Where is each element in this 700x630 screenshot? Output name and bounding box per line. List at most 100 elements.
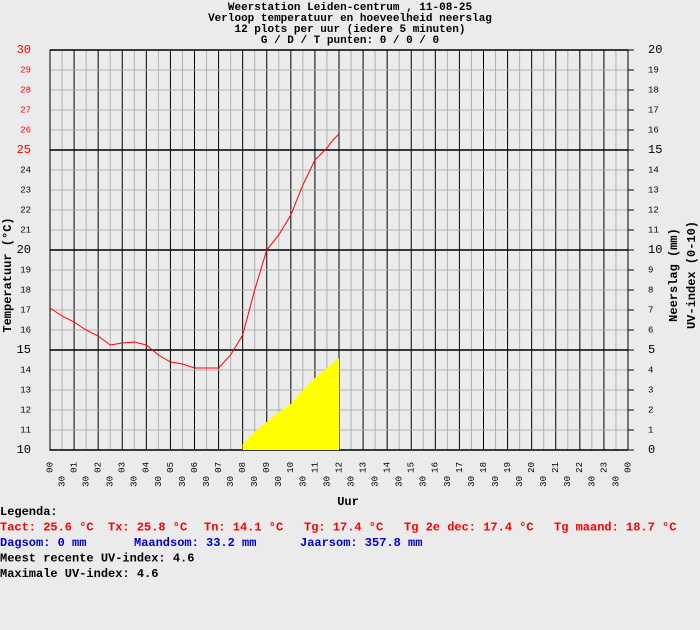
y2-tick-label: 2 (648, 405, 653, 415)
x-tick-label: 30 (515, 476, 525, 487)
legend-text: Legenda: (0, 505, 58, 519)
x-tick-label: 19 (503, 462, 513, 473)
x-tick-label: 14 (383, 462, 393, 473)
y2-tick-label: 14 (648, 165, 659, 175)
x-tick-label: 03 (118, 462, 128, 473)
legend-text: Dagsom: 0 mm (0, 536, 86, 550)
y-tick-label: 18 (20, 285, 31, 295)
x-tick-label: 30 (611, 476, 621, 487)
y2-tick-label: 6 (648, 325, 653, 335)
x-tick-label: 02 (94, 462, 104, 473)
x-tick-label: 01 (69, 462, 79, 473)
y-axis-label: Temperatuur (°C) (1, 217, 15, 332)
x-tick-label: 13 (358, 462, 368, 473)
y-tick-label: 12 (20, 405, 31, 415)
y2-tick-label: 7 (648, 305, 653, 315)
y-tick-label: 14 (20, 365, 31, 375)
x-tick-label: 30 (82, 476, 92, 487)
x-tick-label: 30 (539, 476, 549, 487)
y2-tick-label: 17 (648, 105, 659, 115)
y-tick-label: 21 (20, 225, 31, 235)
legend-text: Tx: 25.8 °C (108, 521, 187, 535)
legend-text: Tn: 14.1 °C (204, 521, 283, 535)
y2-tick-label: 11 (648, 225, 659, 235)
y2-axis-label: UV-index (0-10) (685, 221, 699, 329)
uv-area (242, 358, 339, 450)
x-tick-label: 30 (274, 476, 284, 487)
x-tick-label: 30 (371, 476, 381, 487)
legend-text: Tg maand: 18.7 °C (554, 521, 676, 535)
y2-axis-label: Neerslag (mm) (667, 228, 681, 322)
x-tick-label: 30 (178, 476, 188, 487)
y2-tick-label: 16 (648, 125, 659, 135)
x-tick-label: 30 (106, 476, 116, 487)
y2-tick-label: 15 (648, 143, 662, 157)
y2-tick-label: 19 (648, 65, 659, 75)
y-tick-label: 30 (17, 43, 31, 57)
x-tick-label: 09 (262, 462, 272, 473)
x-tick-label: 30 (130, 476, 140, 487)
y-tick-label: 16 (20, 325, 31, 335)
x-tick-label: 10 (286, 462, 296, 473)
x-tick-label: 07 (214, 462, 224, 473)
x-tick-label: 30 (346, 476, 356, 487)
x-tick-label: 30 (154, 476, 164, 487)
y2-tick-label: 3 (648, 385, 653, 395)
y2-tick-label: 8 (648, 285, 653, 295)
y-tick-label: 13 (20, 385, 31, 395)
y-tick-label: 29 (20, 65, 31, 75)
y2-tick-label: 13 (648, 185, 659, 195)
y2-tick-label: 20 (648, 43, 662, 57)
y-tick-label: 17 (20, 305, 31, 315)
legend-text: Meest recente UV-index: 4.6 (0, 552, 194, 566)
x-tick-label: 18 (479, 462, 489, 473)
y-tick-label: 26 (20, 125, 31, 135)
x-tick-label: 05 (166, 462, 176, 473)
y-tick-label: 19 (20, 265, 31, 275)
y2-tick-label: 9 (648, 265, 653, 275)
y-tick-label: 24 (20, 165, 31, 175)
x-tick-label: 21 (551, 462, 561, 473)
y-tick-label: 25 (17, 143, 31, 157)
x-tick-label: 30 (226, 476, 236, 487)
chart-title: Weerstation Leiden-centrum , 11-08-25 (228, 2, 473, 14)
x-tick-label: 30 (491, 476, 501, 487)
y-tick-label: 22 (20, 205, 31, 215)
x-tick-label: 08 (238, 462, 248, 473)
y2-tick-label: 0 (648, 443, 655, 457)
chart-title: Verloop temperatuur en hoeveelheid neers… (208, 13, 492, 25)
x-tick-label: 04 (142, 462, 152, 473)
x-tick-label: 11 (310, 462, 320, 473)
y2-tick-label: 5 (648, 343, 655, 357)
y-tick-label: 10 (17, 443, 31, 457)
legend-text: Tg: 17.4 °C (304, 521, 383, 535)
x-tick-label: 30 (419, 476, 429, 487)
y-tick-label: 20 (17, 243, 31, 257)
x-tick-label: 30 (250, 476, 260, 487)
x-tick-label: 16 (431, 462, 441, 473)
y-tick-label: 23 (20, 185, 31, 195)
x-tick-label: 30 (467, 476, 477, 487)
x-tick-label: 23 (599, 462, 609, 473)
legend-text: Tact: 25.6 °C (0, 521, 94, 535)
y-tick-label: 11 (20, 425, 31, 435)
x-tick-label: 06 (190, 462, 200, 473)
x-tick-label: 00 (623, 462, 633, 473)
x-tick-label: 15 (407, 462, 417, 473)
x-tick-label: 30 (395, 476, 405, 487)
x-tick-label: 30 (57, 476, 67, 487)
y-tick-label: 27 (20, 105, 31, 115)
x-tick-label: 20 (527, 462, 537, 473)
x-tick-label: 30 (587, 476, 597, 487)
x-tick-label: 17 (455, 462, 465, 473)
x-tick-label: 30 (322, 476, 332, 487)
chart-title: 12 plots per uur (iedere 5 minuten) (234, 24, 465, 36)
legend-text: Maximale UV-index: 4.6 (0, 567, 158, 581)
x-axis-label: Uur (337, 495, 359, 509)
legend-text: Jaarsom: 357.8 mm (300, 536, 422, 550)
y2-tick-label: 1 (648, 425, 653, 435)
y2-tick-label: 4 (648, 365, 653, 375)
legend-text: Maandsom: 33.2 mm (134, 536, 256, 550)
temperature-line (49, 133, 340, 369)
